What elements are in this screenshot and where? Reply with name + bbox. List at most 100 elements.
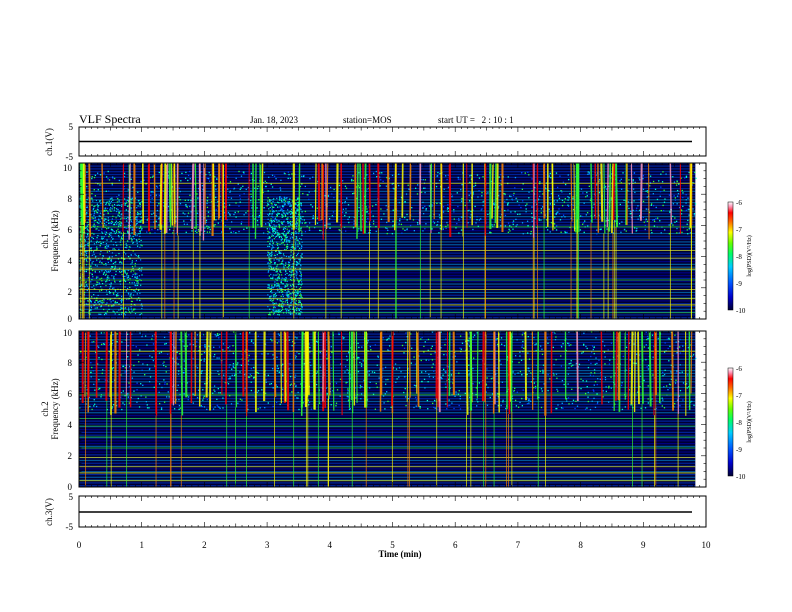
noise-pixel bbox=[297, 245, 299, 247]
emission-pixel bbox=[139, 349, 141, 351]
emission-pixel bbox=[674, 334, 676, 336]
emission-pixel bbox=[593, 372, 596, 374]
emission-pixel bbox=[162, 181, 164, 183]
emission-pixel bbox=[552, 346, 555, 349]
emission-pixel bbox=[239, 201, 241, 203]
emission-pixel bbox=[642, 188, 645, 190]
emission-pixel bbox=[197, 223, 199, 226]
emission-pixel bbox=[630, 212, 632, 215]
noise-pixel bbox=[291, 270, 293, 272]
emission-pixel bbox=[266, 228, 268, 230]
emission-pixel bbox=[422, 230, 424, 232]
emission-pixel bbox=[614, 184, 616, 187]
emission-pixel bbox=[127, 189, 129, 191]
noise-pixel bbox=[296, 277, 298, 279]
emission-pixel bbox=[516, 224, 518, 226]
noise-pixel bbox=[139, 230, 141, 232]
noise-pixel bbox=[85, 254, 88, 256]
noise-pixel bbox=[285, 269, 287, 272]
noise-pixel bbox=[96, 299, 98, 301]
noise-pixel bbox=[128, 293, 130, 295]
noise-pixel bbox=[135, 279, 137, 282]
noise-pixel bbox=[295, 230, 297, 233]
noise-pixel bbox=[286, 285, 288, 287]
noise-pixel bbox=[286, 243, 288, 245]
noise-pixel bbox=[123, 217, 125, 219]
emission-pixel bbox=[216, 332, 219, 335]
emission-pixel bbox=[227, 383, 230, 385]
emission-pixel bbox=[567, 204, 569, 206]
noise-pixel bbox=[280, 305, 283, 307]
spectrogram-row bbox=[79, 235, 696, 237]
noise-pixel bbox=[136, 213, 138, 215]
emission-pixel bbox=[242, 171, 245, 173]
noise-pixel bbox=[109, 202, 111, 204]
noise-pixel bbox=[288, 294, 290, 296]
noise-pixel bbox=[97, 301, 100, 303]
emission-pixel bbox=[556, 388, 558, 391]
emission-pixel bbox=[430, 353, 432, 355]
noise-pixel bbox=[278, 251, 281, 253]
noise-pixel bbox=[111, 221, 114, 223]
noise-pixel bbox=[300, 310, 302, 313]
emission-pixel bbox=[196, 397, 199, 399]
noise-pixel bbox=[85, 281, 87, 284]
emission-pixel bbox=[290, 383, 293, 385]
spectrogram-row bbox=[79, 303, 696, 305]
emission-pixel bbox=[86, 171, 88, 173]
emission-pixel bbox=[526, 403, 529, 405]
emission-pixel bbox=[554, 332, 556, 334]
noise-pixel bbox=[277, 206, 279, 208]
emission-pixel bbox=[289, 375, 292, 378]
noise-pixel bbox=[106, 201, 108, 203]
noise-pixel bbox=[93, 294, 95, 296]
noise-pixel bbox=[119, 267, 121, 269]
ch2-spectrogram-panel: 0 2 4 6 8 10 ch.2 Frequency (kHz) bbox=[40, 328, 707, 492]
emission-pixel bbox=[177, 363, 179, 365]
emission-pixel bbox=[151, 335, 154, 337]
emission-pixel bbox=[260, 353, 263, 355]
emission-pixel bbox=[238, 230, 240, 233]
emission-pixel bbox=[305, 222, 307, 224]
emission-pixel bbox=[206, 225, 208, 227]
emission-pixel bbox=[530, 233, 532, 235]
emission-pixel bbox=[371, 205, 374, 207]
emission-pixel bbox=[368, 232, 370, 234]
emission-pixel bbox=[445, 227, 447, 230]
emission-pixel bbox=[590, 331, 593, 333]
noise-pixel bbox=[111, 266, 113, 269]
spectrogram-row bbox=[79, 275, 696, 277]
noise-pixel bbox=[124, 246, 126, 249]
noise-pixel bbox=[284, 301, 286, 303]
emission-pixel bbox=[692, 182, 694, 184]
emission-pixel bbox=[676, 180, 678, 183]
noise-pixel bbox=[85, 281, 87, 283]
sferic-burst bbox=[612, 162, 616, 221]
emission-pixel bbox=[365, 206, 367, 208]
emission-pixel bbox=[663, 351, 666, 353]
noise-pixel bbox=[282, 211, 284, 213]
noise-pixel bbox=[105, 224, 107, 226]
emission-pixel bbox=[512, 221, 514, 224]
emission-pixel bbox=[304, 230, 307, 233]
emission-pixel bbox=[679, 206, 681, 209]
noise-pixel bbox=[86, 221, 88, 224]
noise-pixel bbox=[292, 292, 294, 294]
emission-pixel bbox=[651, 398, 653, 400]
emission-pixel bbox=[285, 339, 287, 341]
emission-pixel bbox=[369, 381, 371, 383]
noise-pixel bbox=[127, 276, 130, 278]
noise-pixel bbox=[106, 280, 108, 282]
spectrogram-row bbox=[79, 347, 696, 349]
noise-pixel bbox=[111, 266, 113, 268]
emission-pixel bbox=[567, 174, 569, 176]
noise-pixel bbox=[105, 273, 107, 275]
emission-pixel bbox=[590, 362, 592, 365]
emission-pixel bbox=[107, 219, 109, 222]
emission-pixel bbox=[582, 380, 584, 382]
noise-pixel bbox=[130, 237, 132, 239]
noise-pixel bbox=[112, 215, 114, 217]
sferic-burst bbox=[576, 162, 579, 220]
emission-pixel bbox=[111, 342, 113, 345]
